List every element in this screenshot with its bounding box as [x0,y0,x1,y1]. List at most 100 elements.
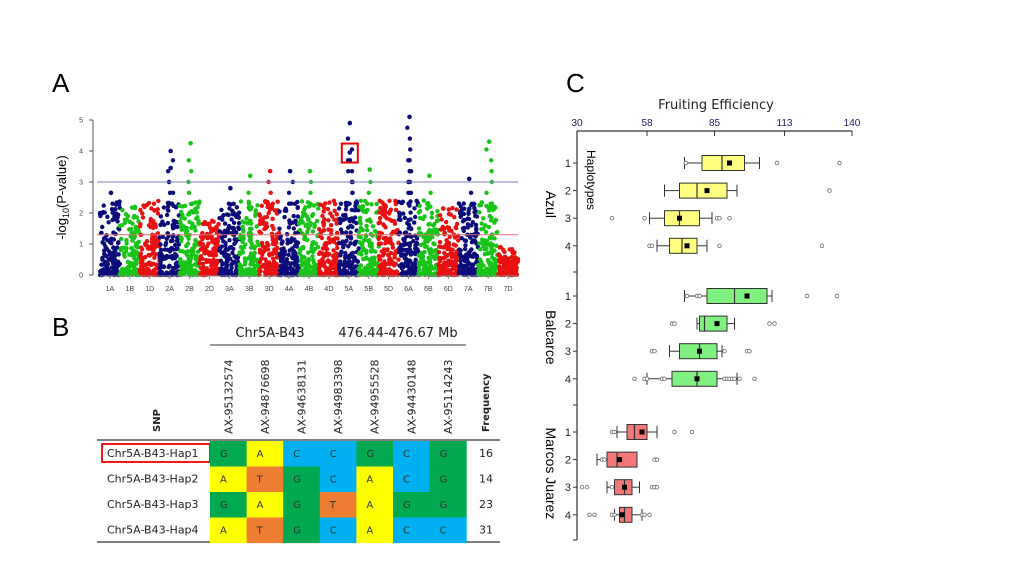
data-point [207,225,213,230]
mean-marker [697,348,702,354]
outlier-point [649,243,655,248]
data-point [151,250,156,255]
outlier-point [672,321,677,326]
data-point [107,252,113,257]
panel-a-label: A [52,68,70,98]
data-point [140,211,145,216]
boxplot: 2 [565,451,660,468]
data-point [176,242,181,247]
mean-marker [744,293,750,299]
data-point [130,235,135,241]
outlier-point [834,293,840,299]
outlier-point [647,512,652,517]
outlier-point [683,160,688,166]
data-point [182,216,187,221]
boxplot-group: Marcos Juarez 1 2 3 4 [543,424,695,541]
boxplot: 3 [565,479,660,496]
y-tick-label: 2 [79,211,83,218]
data-point [162,222,167,227]
data-point [209,229,214,234]
data-point [230,250,235,255]
outlier-point [752,376,757,381]
data-point [151,201,157,206]
data-point [179,215,184,220]
boxplot: 4 [565,370,757,387]
data-point [132,253,137,258]
data-point [117,261,123,266]
data-point [155,211,161,216]
data-point [158,258,163,263]
data-point [143,242,148,247]
data-point [234,205,239,210]
data-point [193,238,198,243]
mean-marker [727,160,732,166]
data-point [180,266,185,271]
data-point [101,236,107,241]
y-label-rest: (P-value) [54,155,69,208]
box [679,182,728,199]
data-point [217,246,222,251]
data-point [229,217,234,222]
data-point [206,268,211,273]
data-point [104,262,110,267]
data-point [219,207,224,213]
mean-marker [677,215,682,221]
data-point [241,245,247,250]
data-point [173,205,179,210]
data-point [164,236,169,241]
outlier-point [717,215,722,221]
box [701,155,745,171]
data-point [123,267,128,272]
outlier-point [684,293,690,299]
data-point [148,219,153,224]
data-point [183,230,189,236]
data-point [120,207,125,213]
data-point [172,218,177,224]
haplotype-label: 3 [565,346,571,358]
data-point [201,221,207,227]
data-point [105,214,110,219]
outlier-point [592,512,597,517]
data-point [163,240,169,246]
data-point [109,241,114,246]
data-point [223,248,228,253]
data-point [158,247,164,253]
data-point [122,217,128,222]
boxplot: 1 [565,424,695,440]
data-point [134,215,140,220]
data-point [231,220,237,225]
data-point [236,214,241,219]
data-point [151,268,156,273]
data-point [109,236,114,241]
data-point [99,262,104,267]
data-point [236,210,242,215]
haplotype-label: 1 [565,427,571,439]
data-point [109,207,115,212]
data-point [248,253,253,259]
data-point [190,248,195,253]
data-point [144,239,150,244]
data-point [217,271,222,276]
data-point [165,220,171,226]
data-point [252,265,257,270]
boxplot: 3 [565,343,752,360]
data-point [193,271,198,276]
data-point [186,236,191,241]
data-point [126,270,131,276]
data-point [135,245,140,250]
outlier-point [827,188,832,193]
mean-marker [617,457,622,463]
data-point [223,267,228,273]
haplotype-label: 4 [565,374,571,386]
data-point [119,236,124,242]
box [669,237,698,254]
outlier-point [579,485,585,490]
boxplot: 2 [565,315,777,332]
outlier-point [689,429,695,435]
data-point [194,254,200,259]
data-point [253,212,258,217]
outlier-point [584,485,590,490]
boxplot: 3 [565,210,732,227]
data-point [192,242,197,247]
